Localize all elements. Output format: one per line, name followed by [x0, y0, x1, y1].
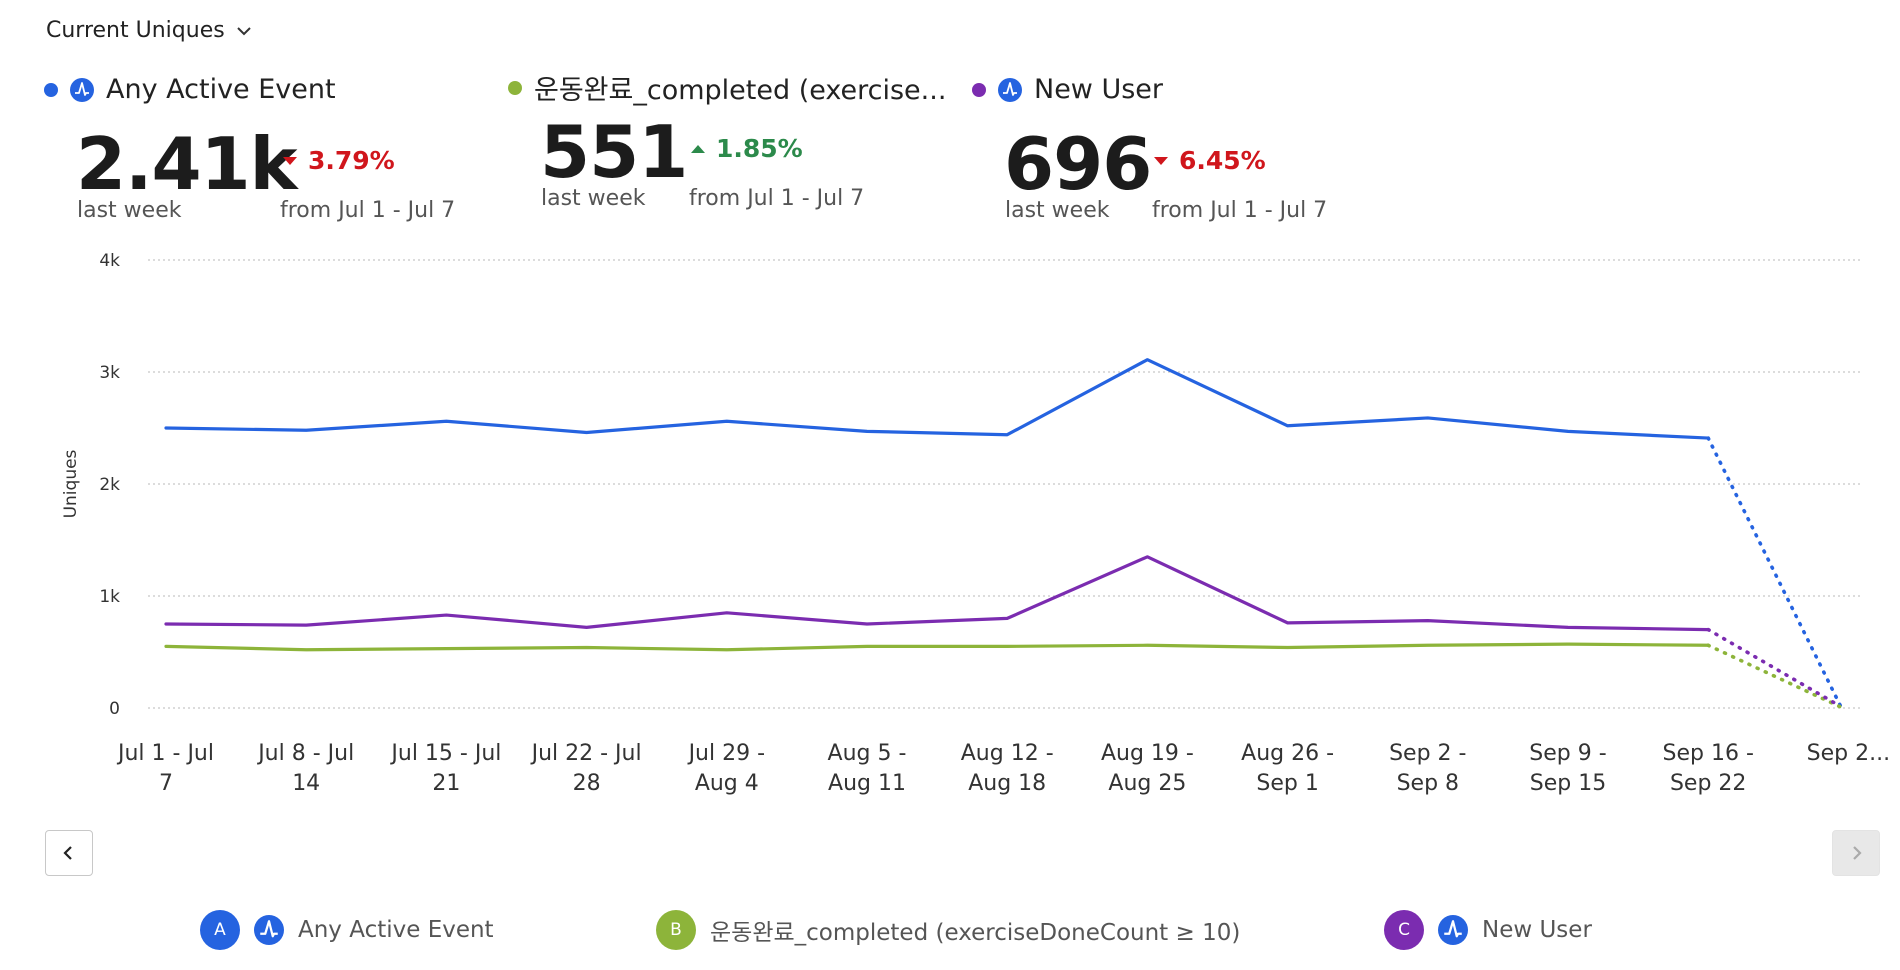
series-line [164, 358, 1710, 440]
x-tick-label: Sep 16 - [1663, 741, 1754, 766]
chevron-down-icon [236, 26, 251, 35]
x-tick-label: Aug 26 - [1241, 741, 1334, 766]
metric-change-value: 1.85% [716, 134, 803, 163]
series-projection-line [1706, 643, 1843, 709]
legend-label: 운동완료_completed (exerciseDoneCount ≥ 10) [710, 920, 1241, 946]
metric-change: 3.79% [282, 146, 395, 175]
metric-comparison: from Jul 1 - Jul 7 [689, 186, 865, 211]
metric-comparison: from Jul 1 - Jul 7 [280, 198, 456, 223]
metric-change-value: 3.79% [308, 146, 395, 175]
metric-value: 2.41k [76, 122, 298, 206]
metric-period: last week [77, 198, 182, 223]
x-tick-label: Aug 12 - [961, 741, 1054, 766]
metric-change: 6.45% [1153, 146, 1266, 175]
series-line [164, 642, 1710, 652]
line-chart: 0 1k 2k 3k 4k Uniques Jul 1 - Jul 7 Jul 8 - Jul 1… [61, 251, 1890, 796]
x-tick-label: 28 [573, 771, 601, 796]
x-tick-label: Sep 8 [1397, 771, 1459, 796]
x-tick-label: 14 [292, 771, 320, 796]
x-tick-label: Jul 22 - Jul [530, 741, 642, 766]
y-axis-label: Uniques [61, 449, 81, 518]
metric-period: last week [541, 186, 646, 211]
metric-value: 551 [540, 110, 688, 194]
amplitude-icon [1438, 915, 1468, 945]
amplitude-icon [998, 77, 1022, 102]
legend-label: Any Active Event [298, 917, 494, 943]
x-tick-label: 7 [159, 771, 173, 796]
legend-label: New User [1482, 917, 1592, 943]
legend-badge: B [656, 910, 696, 950]
metric-name: 운동완료_completed (exercise... [534, 75, 947, 106]
caret-up-icon [691, 144, 705, 153]
series-dot [508, 80, 522, 95]
metric-name: New User [1034, 74, 1164, 105]
chevron-right-icon [1853, 846, 1862, 860]
metric-period: last week [1005, 198, 1110, 223]
amplitude-icon [254, 915, 284, 945]
y-tick-label: 2k [99, 475, 120, 495]
x-tick-label: Sep 15 [1530, 771, 1606, 796]
metric-name: Any Active Event [106, 74, 336, 105]
x-tick-label: Aug 19 - [1101, 741, 1194, 766]
chevron-left-icon [63, 846, 72, 860]
legend-item-a[interactable]: A Any Active Event [200, 910, 494, 950]
x-tick-label: Aug 18 [968, 771, 1046, 796]
x-tick-label: Aug 5 - [828, 741, 907, 766]
x-tick-label: 21 [432, 771, 460, 796]
metric-change-value: 6.45% [1179, 146, 1266, 175]
x-tick-label: Aug 4 [695, 771, 759, 796]
series-projection-line [1706, 436, 1843, 708]
caret-down-icon [283, 156, 297, 165]
chart-prev-button[interactable] [45, 830, 93, 876]
series-dot [44, 82, 58, 97]
series-line [164, 555, 1710, 632]
x-tick-label: Aug 25 [1108, 771, 1186, 796]
y-tick-label: 0 [109, 699, 120, 719]
amplitude-icon [70, 77, 94, 102]
metric-change: 1.85% [690, 134, 803, 163]
caret-down-icon [1154, 156, 1168, 165]
legend-badge: A [200, 910, 240, 950]
chart-next-button[interactable] [1832, 830, 1880, 876]
metric-comparison: from Jul 1 - Jul 7 [1152, 198, 1328, 223]
x-tick-label: Sep 2... [1807, 741, 1890, 766]
x-tick-label: Sep 22 [1670, 771, 1746, 796]
legend-item-b[interactable]: B 운동완료_completed (exerciseDoneCount ≥ 10… [656, 910, 1240, 950]
x-tick-label: Jul 29 - [687, 741, 765, 766]
metric-value: 696 [1004, 122, 1152, 206]
metric-dropdown[interactable]: Current Uniques [46, 18, 253, 43]
y-tick-label: 4k [99, 251, 120, 271]
x-tick-label: Sep 2 - [1389, 741, 1466, 766]
x-tick-label: Sep 9 - [1529, 741, 1606, 766]
x-tick-label: Sep 1 [1256, 771, 1318, 796]
y-tick-label: 3k [99, 363, 120, 383]
x-tick-label: Aug 11 [828, 771, 906, 796]
legend-item-c[interactable]: C New User [1384, 910, 1592, 950]
series-projection-line [1706, 627, 1843, 709]
metric-dropdown-label: Current Uniques [46, 18, 225, 43]
y-tick-label: 1k [99, 587, 120, 607]
x-tick-label: Jul 15 - Jul [389, 741, 501, 766]
legend-badge: C [1384, 910, 1424, 950]
x-tick-label: Jul 1 - Jul [116, 741, 214, 766]
series-dot [972, 82, 986, 97]
x-tick-label: Jul 8 - Jul [256, 741, 354, 766]
